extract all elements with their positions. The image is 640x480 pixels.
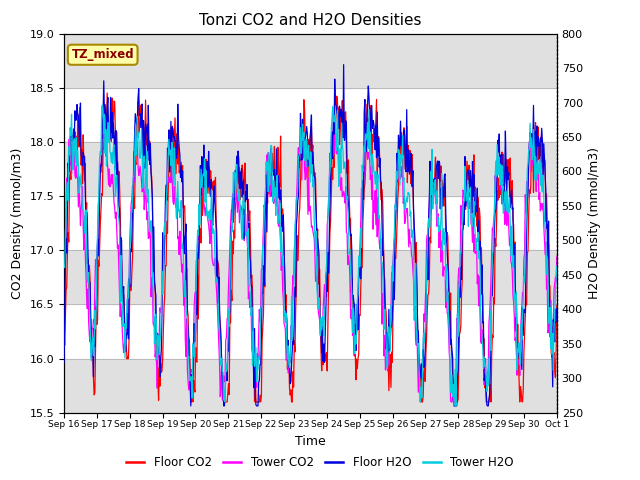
Text: TZ_mixed: TZ_mixed bbox=[72, 48, 134, 61]
Bar bbox=[64, 142, 557, 196]
Bar bbox=[64, 359, 557, 413]
Title: Tonzi CO2 and H2O Densities: Tonzi CO2 and H2O Densities bbox=[199, 13, 422, 28]
Y-axis label: H2O Density (mmol/m3): H2O Density (mmol/m3) bbox=[588, 147, 602, 299]
Y-axis label: CO2 Density (mmol/m3): CO2 Density (mmol/m3) bbox=[11, 147, 24, 299]
Legend: Floor CO2, Tower CO2, Floor H2O, Tower H2O: Floor CO2, Tower CO2, Floor H2O, Tower H… bbox=[122, 452, 518, 474]
Bar bbox=[64, 250, 557, 304]
X-axis label: Time: Time bbox=[295, 435, 326, 448]
Bar bbox=[64, 34, 557, 88]
